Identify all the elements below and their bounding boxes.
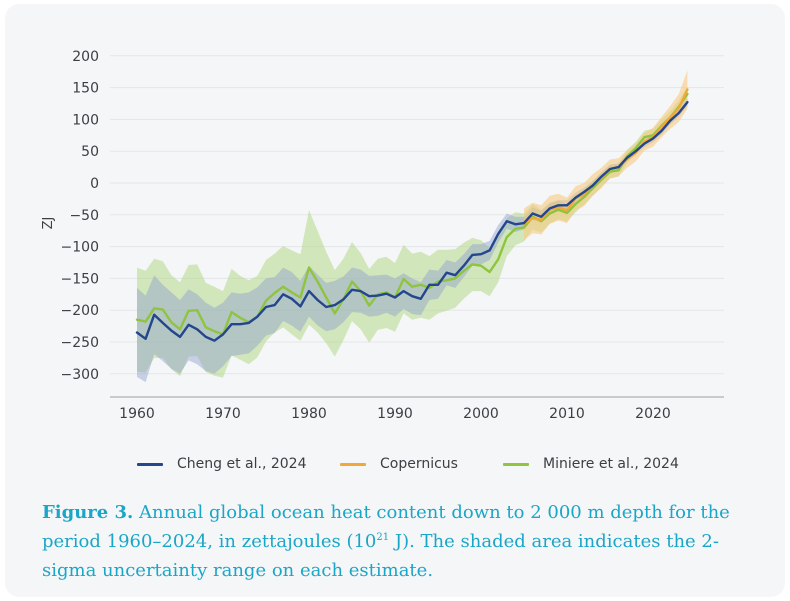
legend-label-miniere: Miniere et al., 2024	[543, 456, 679, 472]
y-tick-labels: 200 150 100 50 0 −50 −100 −150 −200 −250 −300	[61, 49, 99, 383]
y-tick-label: −250	[61, 335, 99, 351]
line-cheng	[135, 100, 689, 342]
y-tick-label: −50	[69, 208, 99, 224]
x-tick-label: 1970	[205, 406, 241, 422]
line-miniere	[135, 92, 689, 336]
legend: Cheng et al., 2024 Copernicus Miniere et…	[0, 456, 790, 478]
y-tick-label: −200	[61, 303, 99, 319]
x-tick-label: 1990	[377, 406, 413, 422]
caption-superscript: 21	[376, 532, 390, 543]
y-tick-label: −150	[61, 271, 99, 287]
y-tick-label: −300	[61, 367, 99, 383]
legend-swatch-copernicus	[340, 462, 366, 466]
y-tick-label: 50	[81, 144, 99, 160]
series-lines	[135, 88, 689, 342]
legend-item-miniere: Miniere et al., 2024	[503, 456, 679, 472]
legend-swatch-cheng	[137, 462, 163, 466]
x-tick-label: 2000	[463, 406, 499, 422]
y-tick-label: 150	[72, 81, 99, 97]
caption-text-1: Annual global ocean heat content down to…	[42, 502, 730, 552]
legend-label-copernicus: Copernicus	[380, 456, 458, 472]
figure-label: Figure 3.	[42, 502, 134, 523]
figure-caption: Figure 3. Annual global ocean heat conte…	[42, 498, 762, 585]
uncertainty-bands	[137, 70, 688, 383]
legend-item-copernicus: Copernicus	[340, 456, 458, 472]
y-axis-label: ZJ	[41, 217, 56, 230]
caption-text-2: J). The shaded area indicates the 2-sigm…	[42, 531, 719, 581]
band-copernicus	[524, 70, 688, 241]
x-tick-label: 1960	[119, 406, 155, 422]
y-tick-label: 0	[90, 176, 99, 192]
band-cheng	[137, 98, 688, 383]
x-tick-label: 2010	[549, 406, 585, 422]
legend-label-cheng: Cheng et al., 2024	[177, 456, 307, 472]
y-tick-label: 200	[72, 49, 99, 65]
y-tick-label: 100	[72, 112, 99, 128]
legend-item-cheng: Cheng et al., 2024	[137, 456, 306, 472]
y-tick-label: −100	[61, 240, 99, 256]
legend-swatch-miniere	[503, 462, 529, 466]
x-tick-labels: 1960 1970 1980 1990 2000 2010 2020	[119, 406, 671, 422]
x-tick-label: 2020	[635, 406, 671, 422]
x-tick-label: 1980	[291, 406, 327, 422]
